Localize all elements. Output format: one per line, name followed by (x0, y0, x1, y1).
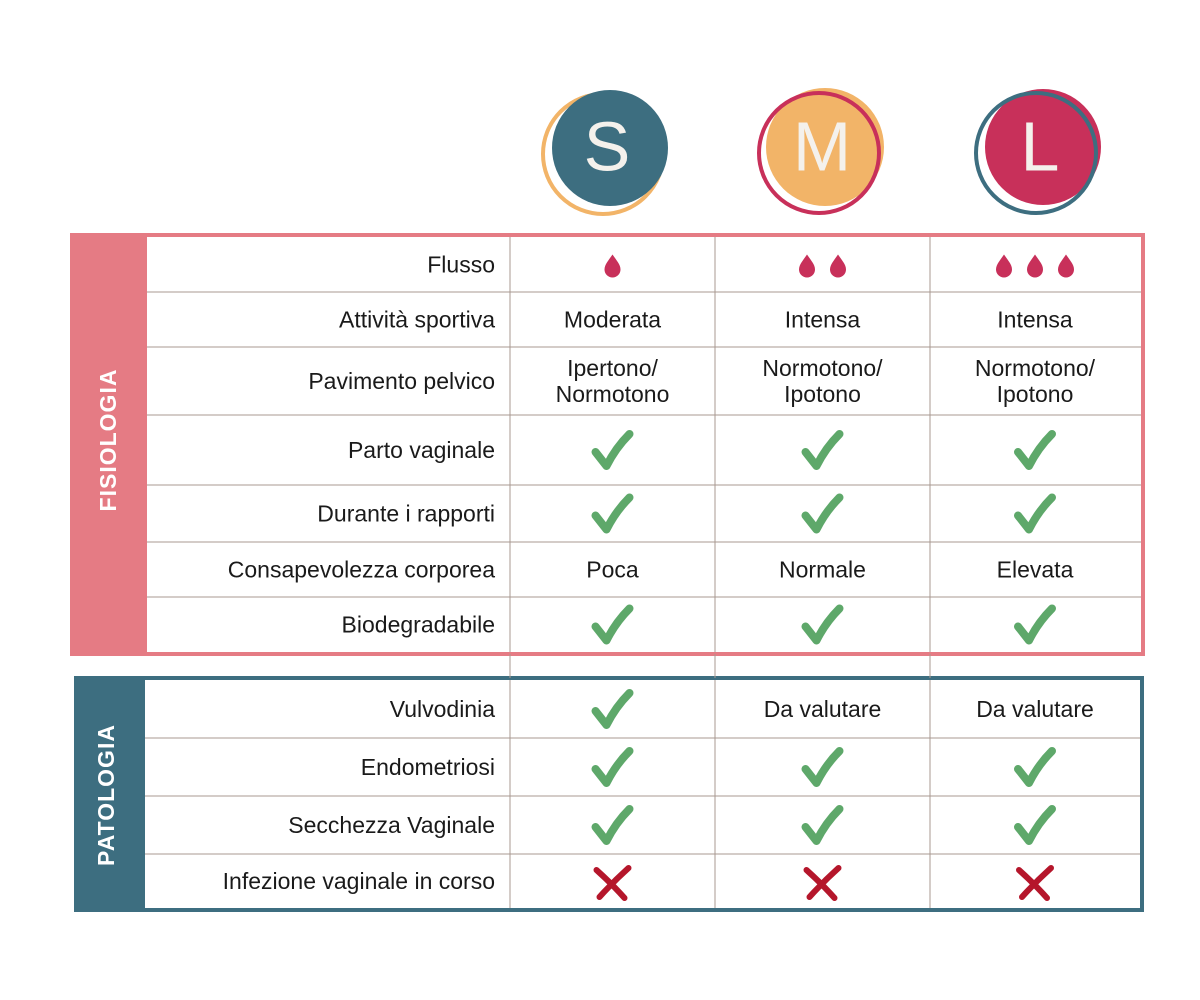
flow-drops (604, 254, 621, 278)
badge-m: M (757, 88, 884, 215)
table-body (145, 680, 1140, 908)
row-label: Parto vaginale (348, 437, 495, 463)
row-label: Vulvodinia (390, 696, 495, 722)
drop (799, 254, 815, 278)
check (1014, 805, 1056, 845)
check (591, 493, 634, 534)
cell-text: Da valutare (976, 696, 1094, 722)
cross (803, 865, 842, 901)
cell-text: Normotono/Ipotono (762, 355, 883, 407)
row-label: Flusso (427, 252, 495, 278)
check (801, 747, 844, 787)
check (801, 493, 844, 534)
row-label: Biodegradabile (342, 612, 495, 638)
size-label: L (1021, 107, 1060, 185)
cell-text: Intensa (997, 307, 1073, 333)
row-label: Endometriosi (361, 754, 495, 780)
check (1014, 604, 1056, 645)
row-label: Pavimento pelvico (308, 368, 495, 394)
row-label: Durante i rapporti (317, 501, 495, 527)
size-label: M (793, 107, 851, 185)
size-label: S (584, 107, 631, 185)
patologia-band (76, 678, 145, 910)
drop (830, 254, 846, 278)
check (801, 430, 844, 470)
check (1014, 493, 1056, 534)
cell-text: Normotono/Ipotono (975, 355, 1096, 407)
cell-text: Ipertono/Normotono (556, 355, 670, 407)
cell-text: Da valutare (764, 696, 882, 722)
check (1014, 747, 1056, 787)
cell-text: Intensa (785, 307, 861, 333)
badge-l: L (974, 89, 1101, 215)
check (591, 805, 634, 845)
check (1014, 430, 1056, 470)
check (801, 805, 844, 845)
flow-drops (799, 254, 846, 278)
row-label: Secchezza Vaginale (288, 812, 495, 838)
check (591, 747, 634, 787)
row-label: Consapevolezza corporea (228, 557, 495, 583)
cell-text: Elevata (997, 557, 1074, 583)
drop (1058, 254, 1074, 278)
badge-s: S (541, 90, 668, 216)
cell-text: Normale (779, 557, 866, 583)
cross (593, 865, 632, 901)
check (591, 430, 634, 470)
check (591, 604, 634, 645)
flow-drops (996, 254, 1074, 278)
drop (996, 254, 1012, 278)
table-body (147, 237, 1141, 652)
drop (604, 254, 621, 278)
section-label: PATOLOGIA (93, 724, 119, 866)
cell-text: Poca (586, 557, 639, 583)
cell-text: Moderata (564, 307, 661, 333)
check (801, 604, 844, 645)
drop (1027, 254, 1043, 278)
section-label: FISIOLOGIA (95, 369, 121, 512)
check (591, 689, 634, 729)
row-label: Attività sportiva (339, 307, 495, 333)
cross (1016, 865, 1054, 901)
gap-lines (509, 654, 931, 678)
fisiologia-band (72, 235, 147, 654)
row-label: Infezione vaginale in corso (223, 868, 495, 894)
